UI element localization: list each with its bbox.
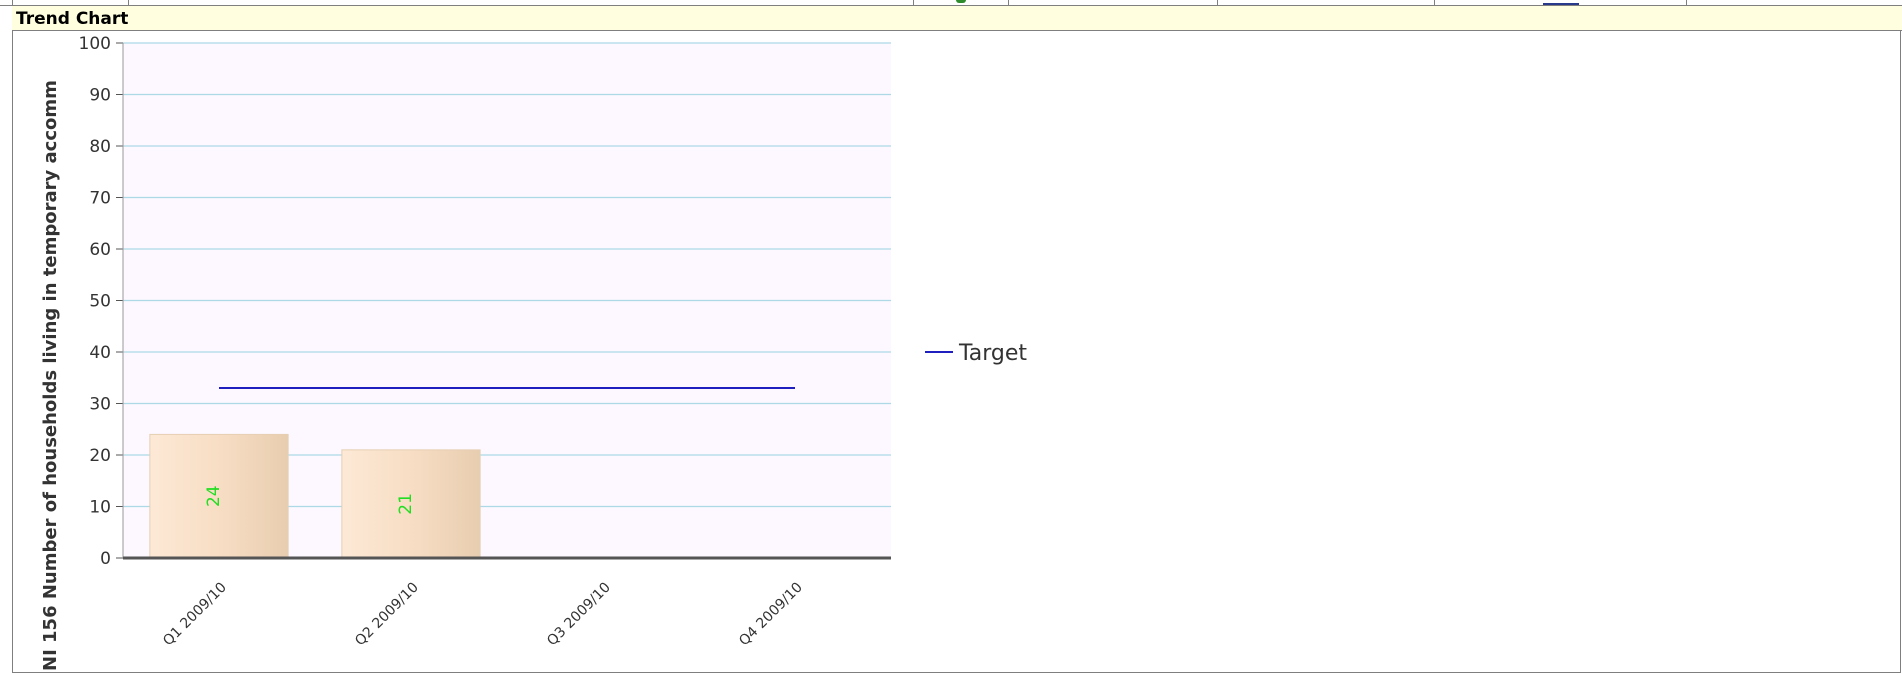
y-tick-label: 0 xyxy=(100,549,111,569)
bar xyxy=(341,449,481,559)
link-underline xyxy=(1543,3,1579,5)
y-tick-label: 10 xyxy=(89,498,111,518)
y-tick-label: 20 xyxy=(89,446,111,466)
y-tick-label: 40 xyxy=(89,343,111,363)
y-tick-label: 80 xyxy=(89,137,111,157)
y-tick-label: 30 xyxy=(89,395,111,415)
section-header: Trend Chart xyxy=(12,6,1902,31)
trend-chart: 0 10 20 30 40 50 60 70 80 90 100 24 21 Q1 2009/10 Q2 2… xyxy=(40,34,1027,671)
x-tick-label: Q4 2009/10 xyxy=(736,580,806,650)
y-tick-label: 60 xyxy=(89,240,111,260)
status-arrow-icon xyxy=(956,0,966,3)
column-divider xyxy=(128,0,129,5)
y-tick-label: 90 xyxy=(89,86,111,106)
x-tick-label: Q2 2009/10 xyxy=(352,580,422,650)
column-divider xyxy=(1686,0,1687,5)
y-tick-label: 70 xyxy=(89,189,111,209)
data-label: 24 xyxy=(204,485,224,507)
x-tick-label: Q1 2009/10 xyxy=(160,580,230,650)
trend-chart-panel: 0 10 20 30 40 50 60 70 80 90 100 24 21 Q1 2009/10 Q2 2… xyxy=(12,31,1901,673)
column-divider xyxy=(1217,0,1218,5)
column-divider xyxy=(913,0,914,5)
x-tick-label: Q3 2009/10 xyxy=(544,580,614,650)
section-title: Trend Chart xyxy=(16,9,129,29)
bar xyxy=(149,433,289,559)
y-tick-label: 50 xyxy=(89,292,111,312)
y-tick-label: 100 xyxy=(79,34,111,54)
column-divider xyxy=(1008,0,1009,5)
top-strip xyxy=(0,0,1902,6)
legend-label: Target xyxy=(958,341,1027,366)
data-label: 21 xyxy=(396,493,416,515)
column-divider xyxy=(1434,0,1435,5)
column-divider xyxy=(12,0,13,5)
y-axis-title: NI 156 Number of households living in te… xyxy=(40,80,61,671)
